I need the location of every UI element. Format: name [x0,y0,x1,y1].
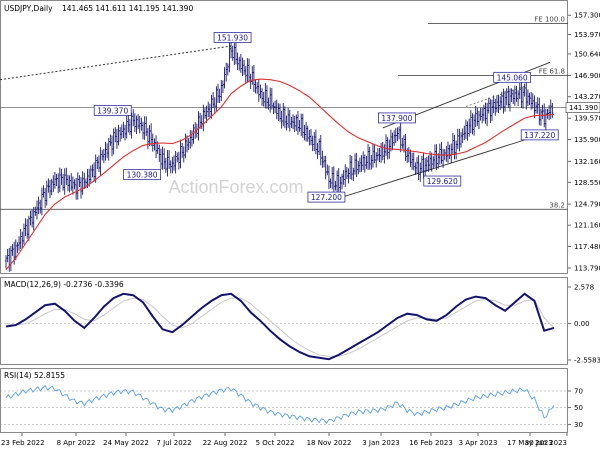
annotation-box [378,112,416,124]
fib-label: 38.2 [549,201,565,209]
macd-signal-line [5,297,555,357]
price-ytick-label: 143.270 [574,93,600,101]
xtick-label: 17 May 2023 [507,439,553,447]
macd-ytick-label: -2.5583 [574,357,600,365]
annotation-label: 127.200 [311,193,342,202]
annotation-label: 151.930 [217,33,248,42]
moving-average-line [5,78,555,271]
macd-line [5,292,555,361]
watermark: ActionForex.com [168,177,303,197]
macd-title: MACD(12,26,9) -0.2736 -0.3396 [4,280,124,289]
price-ytick-label: 157.300 [574,12,600,20]
annotation-label: 129.620 [427,177,458,186]
xtick-label: 23 Feb 2022 [1,439,45,447]
last-price-tag [565,102,600,113]
dotted-trendline [0,45,232,81]
fib-label: FE 100.0 [534,15,565,23]
annotation-label: 145.060 [497,73,528,82]
xtick-label: 3 Jan 2023 [362,439,400,447]
rsi-ytick-label: 30 [574,421,583,429]
last-price-tag-label: 141.390 [569,104,598,112]
macd-ytick-label: 2.578 [574,284,594,292]
annotation-box [520,129,559,141]
xtick-label: 5 Oct 2022 [256,439,295,447]
rsi-title: RSI(14) 52.8155 [4,371,65,380]
annotation-box [493,71,532,83]
annotation-label: 139.370 [97,106,128,115]
price-ytick-label: 135.900 [574,136,600,144]
annotation-label: 137.220 [524,131,555,140]
ohlc-readout: 141.465 141.611 141.195 141.390 [62,4,193,13]
price-ytick-label: 132.160 [574,158,600,166]
xtick-label: 7 Jul 2022 [156,439,191,447]
macd-panel-frame [0,277,568,365]
xtick-label: 3 Apr 2023 [459,439,498,447]
xtick-label: 8 Apr 2022 [57,439,96,447]
price-ytick-label: 121.160 [574,222,600,230]
rsi-ytick-label: 50 [574,404,583,412]
xtick-label: 30 Jun 2023 [525,439,567,447]
annotation-box [93,104,132,116]
rsi-line [5,384,555,425]
annotation-box [307,191,346,203]
annotation-label: 130.380 [127,171,158,180]
price-ytick-label: 153.970 [574,31,600,39]
xtick-label: 16 Feb 2023 [409,439,453,447]
annotation-label: 137.900 [381,114,412,123]
xtick-label: 18 Nov 2022 [307,439,352,447]
rsi-panel-frame [0,368,568,433]
xtick-label: 24 May 2022 [103,439,149,447]
price-ytick-label: 146.900 [574,72,600,80]
macd-ytick-label: 0.00 [574,320,590,328]
price-ytick-label: 113.790 [574,265,600,273]
rsi-ytick-label: 70 [574,388,583,396]
fib-label: FE 61.8 [539,68,565,76]
price-panel-frame [0,0,568,274]
price-ytick-label: 117.480 [574,243,600,251]
price-ytick-label: 139.570 [574,115,600,123]
xtick-label: 22 Aug 2022 [203,439,248,447]
price-ytick-label: 128.550 [574,179,600,187]
annotation-box [423,175,462,187]
price-ytick-label: 124.790 [574,201,600,209]
channel-lower-line [338,131,551,199]
annotation-box [123,169,161,181]
price-title: USDJPY,Daily [4,4,53,13]
annotation-box [213,32,252,43]
price-ytick-label: 150.640 [574,50,600,58]
